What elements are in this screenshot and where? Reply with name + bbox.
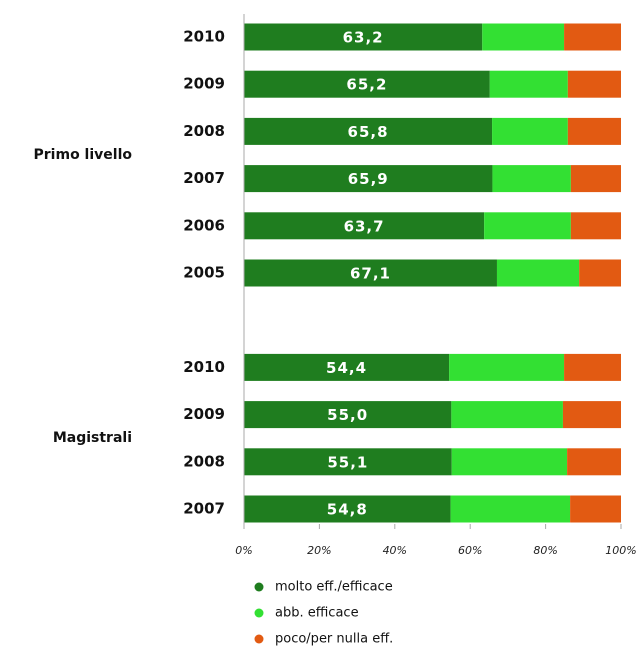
bar-segment [564,23,621,51]
bar-segment [567,448,621,476]
category-label: 2007 [183,500,225,518]
bar-segment [244,165,493,193]
group-label: Primo livello [34,147,133,163]
category-label: 2007 [183,169,225,187]
bar-segment [570,495,621,523]
value-label: 65,9 [348,170,389,188]
value-label: 67,1 [350,265,391,283]
category-label: 2010 [183,28,225,46]
category-label: 2009 [183,75,225,93]
category-label: 2006 [183,216,225,234]
legend-swatch [254,634,264,644]
legend-swatch [254,608,264,618]
value-label: 55,1 [327,453,368,471]
x-tick-label: 0% [235,544,252,557]
group-label: Magistrali [53,430,132,446]
bar-segment [570,165,621,193]
category-label: 2010 [183,358,225,376]
bar-segment [244,448,452,476]
bar-segment [492,165,571,193]
value-label: 54,8 [327,501,368,519]
bar-segment [451,448,568,476]
category-label: 2005 [183,264,225,282]
bar-segment [244,353,450,381]
category-label: 2009 [183,405,225,423]
value-label: 54,4 [326,359,367,377]
bar-segment [449,353,565,381]
value-label: 63,2 [343,29,384,47]
bar-segment [567,70,621,98]
legend-label: molto eff./efficace [275,580,393,595]
value-label: 63,7 [344,217,385,235]
bar-segment [244,70,490,98]
x-tick-label: 60% [458,544,482,557]
bar-segment [244,23,483,51]
legend-label: poco/per nulla eff. [275,632,393,647]
x-tick-label: 100% [605,544,636,557]
bar-segment [244,117,493,145]
x-tick-label: 20% [307,544,331,557]
legend-label: abb. efficace [275,606,359,621]
value-label: 55,0 [327,406,368,424]
value-label: 65,8 [348,123,389,141]
bar-segment [244,401,452,429]
bar-segment [484,212,571,240]
bar-segment [567,117,621,145]
x-tick-label: 80% [533,544,557,557]
category-label: 2008 [183,452,225,470]
bar-segment [450,495,571,523]
bar-segment [489,70,568,98]
bar-segment [564,353,621,381]
bar-segment [482,23,565,51]
bar-segment [492,117,568,145]
bar-segment [244,259,497,287]
value-label: 65,2 [346,76,387,94]
bar-segment [570,212,621,240]
bar-segment [244,212,485,240]
bar-segment [496,259,580,287]
legend-swatch [254,582,264,592]
bar-segment [451,401,563,429]
bar-segment [244,495,451,523]
bar-segment [579,259,621,287]
category-label: 2008 [183,122,225,140]
bar-segment [562,401,621,429]
x-tick-label: 40% [383,544,407,557]
